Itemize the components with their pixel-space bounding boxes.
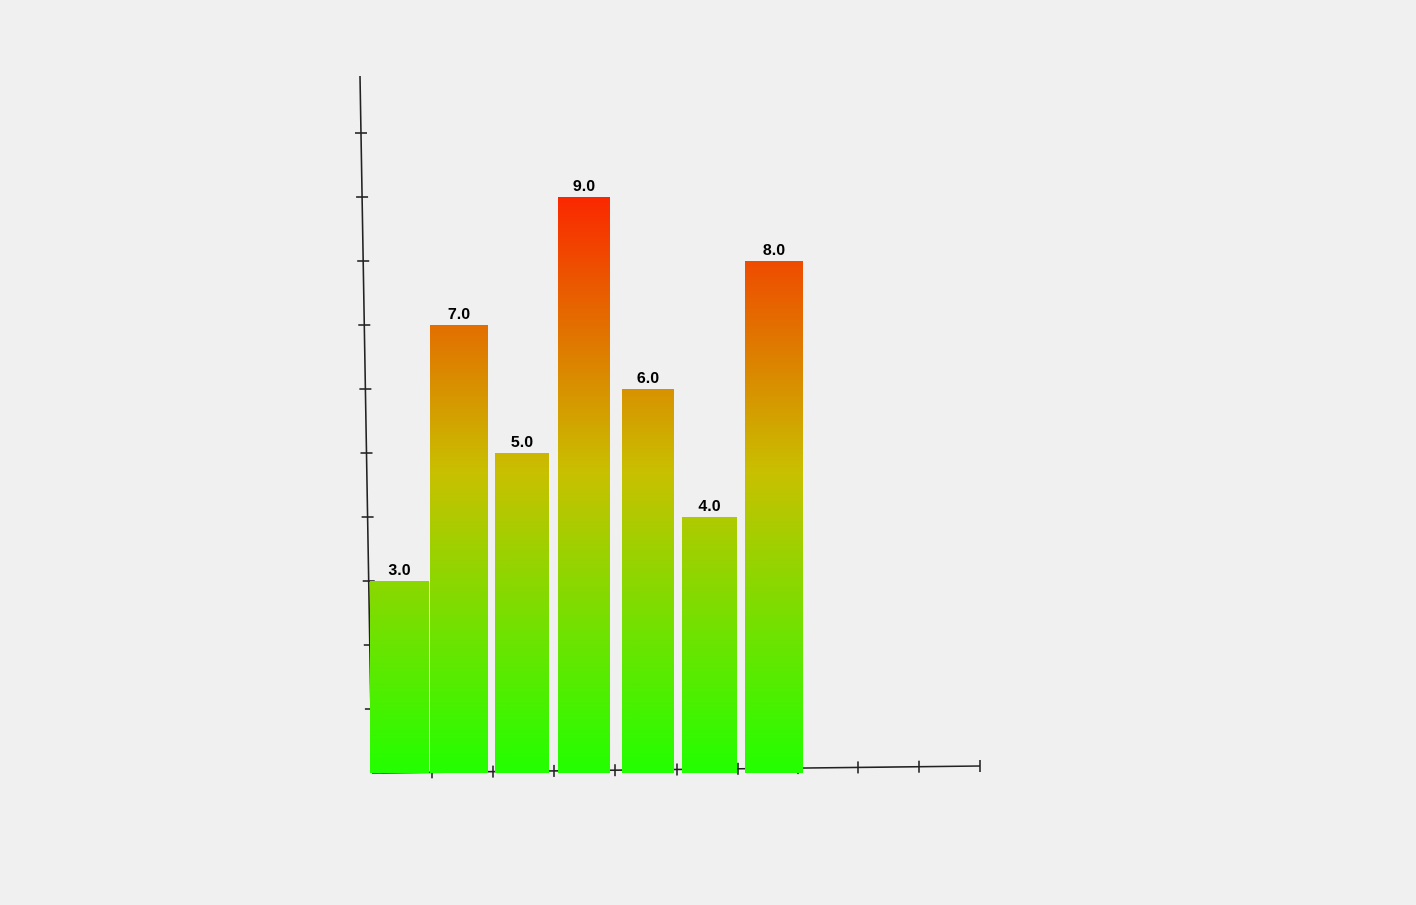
bar	[430, 325, 488, 773]
bar-value-label: 9.0	[573, 178, 595, 195]
bar-value-label: 7.0	[448, 306, 470, 323]
bar	[745, 261, 803, 773]
data-labels: 3.0 7.0 5.0 9.0 6.0 4.0 8.0	[388, 178, 785, 579]
bar	[682, 517, 737, 773]
bar-value-label: 3.0	[388, 562, 410, 579]
bar	[370, 581, 429, 773]
bar	[558, 197, 610, 773]
bar-value-label: 4.0	[698, 498, 720, 515]
bar-value-label: 8.0	[763, 242, 785, 259]
bar	[495, 453, 549, 773]
bars	[370, 197, 803, 773]
bar-value-label: 5.0	[511, 434, 533, 451]
bar-value-label: 6.0	[637, 370, 659, 387]
bar	[622, 389, 674, 773]
